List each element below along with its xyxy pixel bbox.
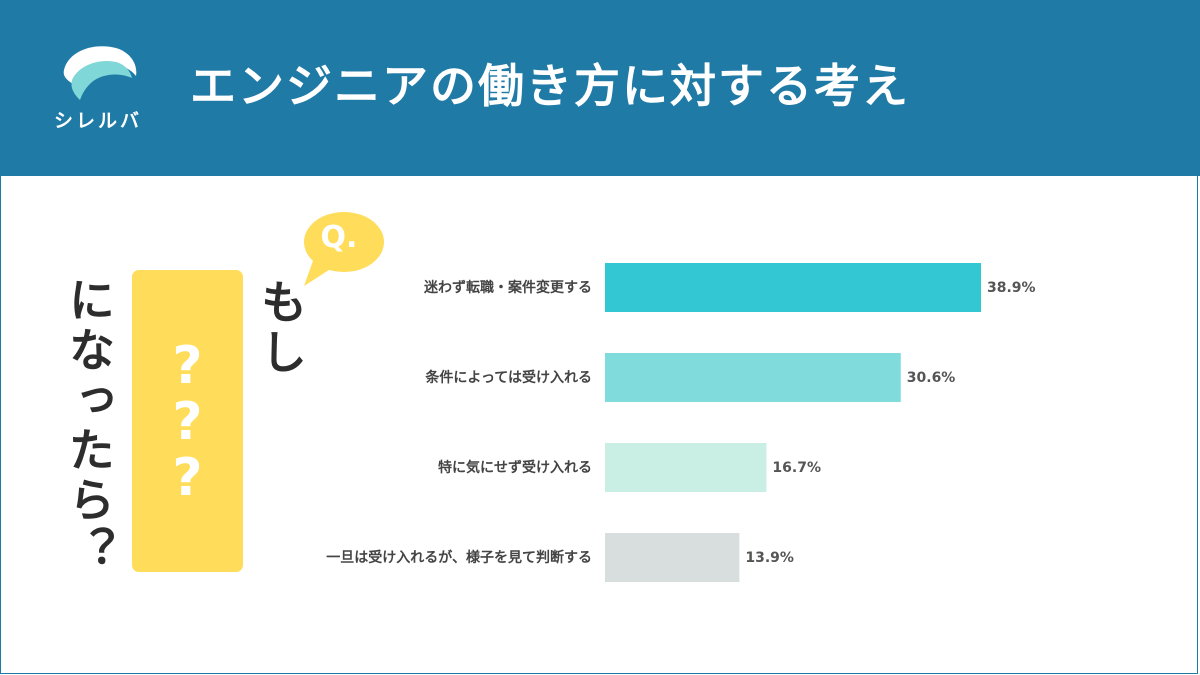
hidden-word-box (132, 270, 243, 572)
logo: シレルバ (52, 42, 144, 132)
phrase-part1: もし (254, 278, 308, 378)
category-label: 特に気にせず受け入れる (438, 459, 592, 476)
logo-text: シレルバ (53, 110, 142, 132)
value-label: 13.9% (745, 549, 794, 566)
question-badge: Q. (320, 220, 358, 255)
content-frame (0, 176, 1198, 674)
question-mark: ? (172, 336, 203, 396)
value-label: 38.9% (987, 279, 1036, 296)
page-title: エンジニアの働き方に対する考え (190, 59, 910, 113)
category-label: 条件によっては受け入れる (425, 369, 592, 386)
bar (605, 263, 981, 312)
value-label: 30.6% (906, 369, 956, 386)
category-label: 迷わず転職・案件変更する (424, 279, 592, 296)
wave-logo-icon (63, 46, 137, 100)
question-mark: ? (172, 392, 203, 452)
category-label: 一旦は受け入れるが、様子を見て判断する (326, 549, 592, 566)
bar (605, 443, 767, 492)
phrase-part2: になったら？ (62, 276, 116, 576)
bar (605, 353, 901, 402)
question-mark: ? (172, 448, 203, 508)
value-label: 16.7% (772, 459, 821, 476)
question-marks: ? ? ? (132, 338, 243, 506)
speech-bubble-icon (304, 212, 384, 286)
header-banner: シレルバ エンジニアの働き方に対する考え (0, 0, 1200, 176)
bar (605, 533, 740, 582)
